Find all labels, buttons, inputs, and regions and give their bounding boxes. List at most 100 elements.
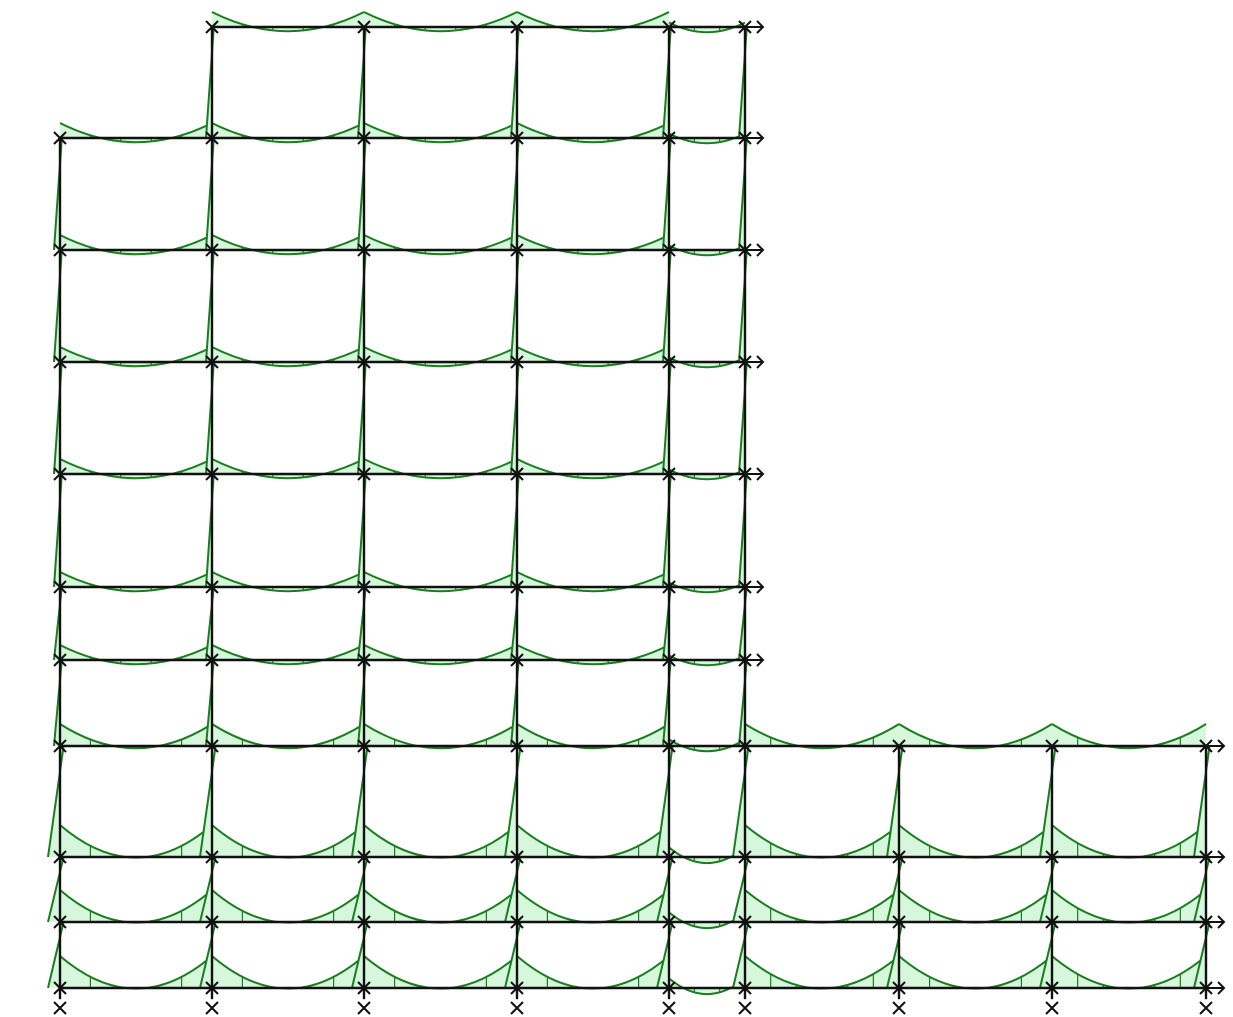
x-mark-icon bbox=[510, 739, 524, 753]
arrow-right-icon bbox=[745, 653, 765, 667]
beam-moment-L0-3 bbox=[516, 955, 670, 990]
beam-moment-L8-0 bbox=[59, 234, 213, 256]
x-mark-icon bbox=[510, 131, 524, 145]
beam-moment-L0-5 bbox=[744, 955, 900, 990]
beam-moment-L7-2 bbox=[363, 346, 518, 368]
x-mark-icon bbox=[738, 915, 752, 929]
x-mark-icon bbox=[357, 467, 371, 481]
x-mark-icon bbox=[1045, 915, 1059, 929]
x-mark-icon bbox=[205, 580, 219, 594]
beam-moment-L1-0 bbox=[59, 889, 213, 924]
x-mark-icon bbox=[357, 355, 371, 369]
x-mark-icon bbox=[205, 653, 219, 667]
arrow-right-icon bbox=[1206, 981, 1226, 995]
beam-moment-L6-3 bbox=[516, 458, 670, 480]
column-moment-4-0 bbox=[656, 921, 674, 989]
x-mark-icon bbox=[205, 467, 219, 481]
column-moment-8-1 bbox=[1193, 856, 1211, 923]
x-mark-icon bbox=[53, 850, 67, 864]
beam-moment-L9-0 bbox=[59, 122, 213, 144]
x-mark-icon bbox=[510, 243, 524, 257]
beam-moment-L1-2 bbox=[363, 889, 518, 924]
beam-moment-L4-3 bbox=[516, 644, 670, 666]
x-mark-icon bbox=[510, 467, 524, 481]
column-moment-8-2 bbox=[1193, 745, 1211, 858]
beam-moment-L0-6 bbox=[898, 955, 1053, 990]
x-mark-icon bbox=[892, 739, 906, 753]
x-mark-icon bbox=[53, 739, 67, 753]
x-mark-icon bbox=[205, 243, 219, 257]
beam-moment-L5-3 bbox=[516, 571, 670, 593]
beam-moment-L2-5 bbox=[744, 824, 900, 859]
x-mark-icon bbox=[205, 981, 219, 995]
x-mark-icon bbox=[53, 131, 67, 145]
beam-moment-L1-6 bbox=[898, 889, 1053, 924]
x-mark-icon bbox=[357, 981, 371, 995]
x-mark-icon bbox=[738, 739, 752, 753]
x-mark-icon bbox=[662, 850, 676, 864]
x-mark-icon bbox=[510, 580, 524, 594]
x-mark-icon bbox=[1045, 850, 1059, 864]
x-mark-icon bbox=[662, 355, 676, 369]
arrow-right-icon bbox=[745, 355, 765, 369]
x-mark-icon bbox=[357, 131, 371, 145]
x-mark-icon bbox=[205, 131, 219, 145]
column-moment-4-2 bbox=[656, 745, 674, 858]
x-mark-icon bbox=[662, 739, 676, 753]
beam-moment-L10-1 bbox=[363, 11, 518, 33]
x-mark-icon bbox=[662, 1001, 676, 1015]
beam-moment-L4-0 bbox=[59, 644, 213, 666]
beam-moment-L9-3 bbox=[516, 122, 670, 144]
x-mark-icon bbox=[357, 739, 371, 753]
x-mark-icon bbox=[892, 981, 906, 995]
x-mark-icon bbox=[53, 981, 67, 995]
x-mark-icon bbox=[738, 981, 752, 995]
x-mark-icon bbox=[510, 981, 524, 995]
frame-members bbox=[58, 25, 1208, 1000]
beam-moment-L1-3 bbox=[516, 889, 670, 924]
x-mark-icon bbox=[1199, 1001, 1213, 1015]
x-mark-icon bbox=[205, 850, 219, 864]
beam-moment-L4-2 bbox=[363, 644, 518, 666]
beam-moment-L2-0 bbox=[59, 824, 213, 859]
arrow-right-icon bbox=[745, 467, 765, 481]
beam-moment-L2-1 bbox=[211, 824, 365, 859]
beam-moment-L0-0 bbox=[59, 955, 213, 990]
beam-moment-L9-2 bbox=[363, 122, 518, 144]
beam-moment-L0-7 bbox=[1051, 955, 1207, 990]
beam-moment-L3-2 bbox=[363, 723, 518, 750]
x-mark-icon bbox=[357, 653, 371, 667]
beam-moment-L3-0 bbox=[59, 723, 213, 750]
x-mark-icon bbox=[510, 850, 524, 864]
beam-moment-L8-2 bbox=[363, 234, 518, 256]
arrow-right-icon bbox=[1206, 915, 1226, 929]
x-mark-icon bbox=[205, 355, 219, 369]
beam-moment-L7-0 bbox=[59, 346, 213, 368]
beam-moment-L4-1 bbox=[211, 644, 365, 666]
arrow-right-icon bbox=[745, 243, 765, 257]
x-mark-icon bbox=[205, 1001, 219, 1015]
beam-moment-L8-3 bbox=[516, 234, 670, 256]
x-mark-icon bbox=[53, 653, 67, 667]
beam-moment-L6-2 bbox=[363, 458, 518, 480]
x-mark-icon bbox=[662, 580, 676, 594]
x-mark-icon bbox=[892, 1001, 906, 1015]
x-mark-icon bbox=[662, 131, 676, 145]
moment-diagrams bbox=[47, 11, 1211, 996]
arrow-right-icon bbox=[1206, 850, 1226, 864]
x-mark-icon bbox=[662, 653, 676, 667]
beam-moment-L1-1 bbox=[211, 889, 365, 924]
beam-moment-L9-1 bbox=[211, 122, 365, 144]
x-mark-icon bbox=[1045, 1001, 1059, 1015]
x-mark-icon bbox=[510, 20, 524, 34]
x-mark-icon bbox=[510, 915, 524, 929]
x-mark-icon bbox=[205, 20, 219, 34]
beam-moment-L8-1 bbox=[211, 234, 365, 256]
x-mark-icon bbox=[662, 20, 676, 34]
x-mark-icon bbox=[53, 1001, 67, 1015]
arrow-right-icon bbox=[745, 580, 765, 594]
x-mark-icon bbox=[662, 467, 676, 481]
beam-moment-L7-3 bbox=[516, 346, 670, 368]
x-mark-icon bbox=[53, 467, 67, 481]
x-mark-icon bbox=[205, 739, 219, 753]
